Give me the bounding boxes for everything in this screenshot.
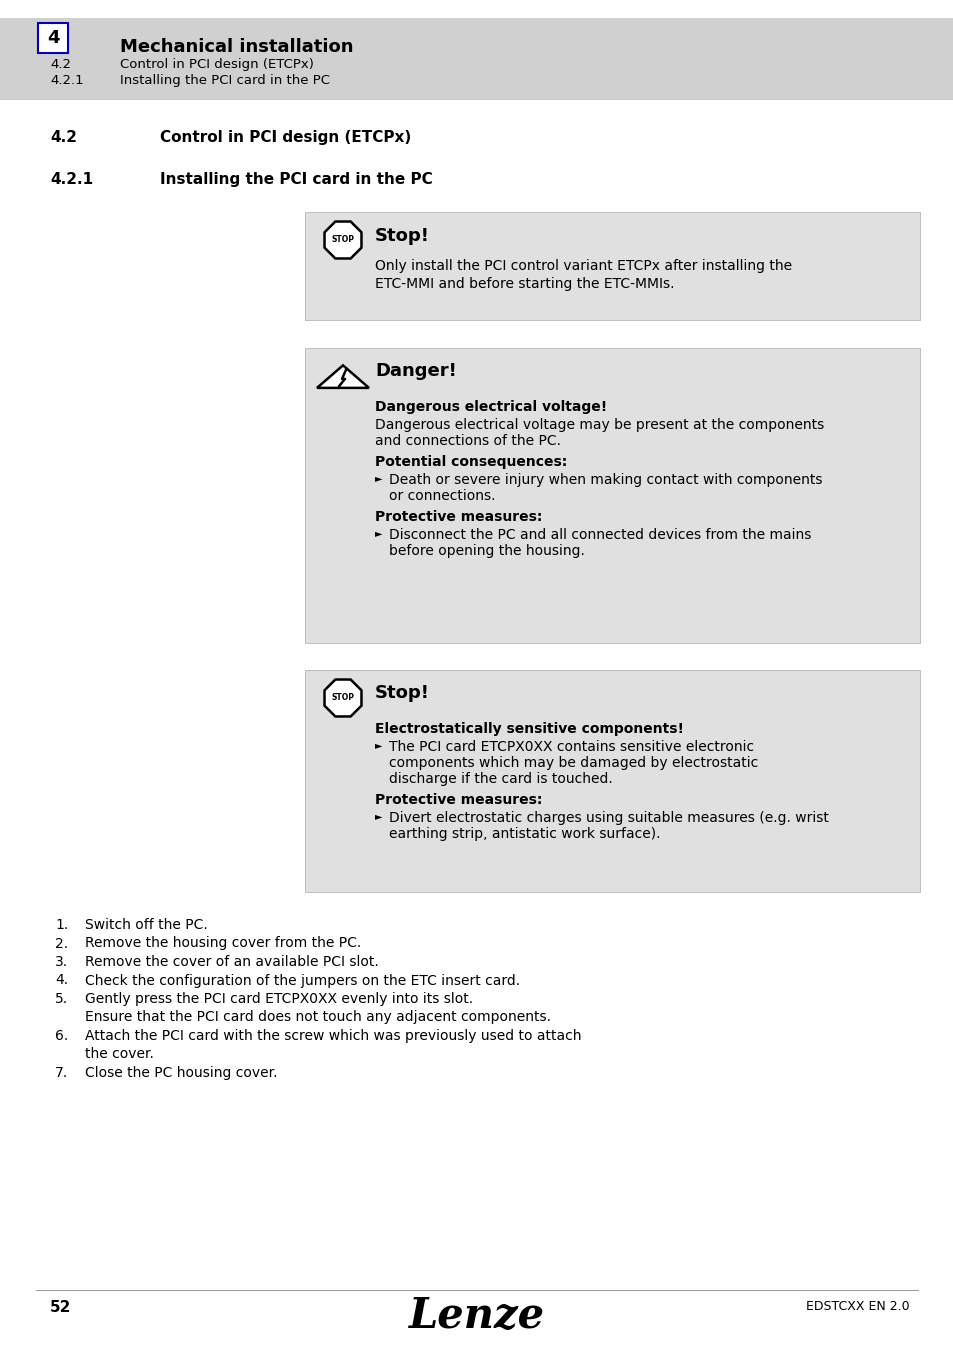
Text: 7.: 7. [55,1066,68,1079]
Text: Remove the housing cover from the PC.: Remove the housing cover from the PC. [85,936,361,951]
Text: ►: ► [375,473,382,484]
Text: 4.: 4. [55,974,68,988]
Text: 1.: 1. [55,917,69,932]
Text: Installing the PCI card in the PC: Installing the PCI card in the PC [160,172,433,186]
Text: Gently press the PCI card ETCPX0XX evenly into its slot.: Gently press the PCI card ETCPX0XX evenl… [85,992,473,1006]
Text: Close the PC housing cover.: Close the PC housing cover. [85,1066,277,1079]
Text: Control in PCI design (ETCPx): Control in PCI design (ETCPx) [120,58,314,72]
Text: 52: 52 [50,1300,71,1315]
Text: Electrostatically sensitive components!: Electrostatically sensitive components! [375,721,683,736]
Text: ►: ► [375,740,382,750]
Text: ►: ► [375,811,382,821]
Text: Death or severe injury when making contact with components: Death or severe injury when making conta… [389,473,821,486]
Text: 4.2.1: 4.2.1 [50,172,93,186]
FancyBboxPatch shape [305,670,919,892]
Text: The PCI card ETCPX0XX contains sensitive electronic: The PCI card ETCPX0XX contains sensitive… [389,740,753,754]
Text: Mechanical installation: Mechanical installation [120,38,354,55]
Text: Protective measures:: Protective measures: [375,793,542,807]
Text: Disconnect the PC and all connected devices from the mains: Disconnect the PC and all connected devi… [389,528,810,542]
Text: Switch off the PC.: Switch off the PC. [85,917,208,932]
Text: 2.: 2. [55,936,68,951]
Text: discharge if the card is touched.: discharge if the card is touched. [389,771,612,786]
Text: Dangerous electrical voltage!: Dangerous electrical voltage! [375,400,607,413]
Text: 3.: 3. [55,955,68,969]
Text: 4: 4 [47,28,59,47]
Text: Divert electrostatic charges using suitable measures (e.g. wrist: Divert electrostatic charges using suita… [389,811,828,825]
Text: 4.2: 4.2 [50,130,77,145]
Text: before opening the housing.: before opening the housing. [389,544,584,558]
Text: Ensure that the PCI card does not touch any adjacent components.: Ensure that the PCI card does not touch … [85,1011,551,1024]
Text: Dangerous electrical voltage may be present at the components: Dangerous electrical voltage may be pres… [375,417,823,432]
Polygon shape [324,680,361,716]
FancyBboxPatch shape [0,18,953,100]
Text: EDSTCXX EN 2.0: EDSTCXX EN 2.0 [805,1300,909,1313]
FancyBboxPatch shape [38,23,68,53]
Text: or connections.: or connections. [389,489,495,503]
Text: Only install the PCI control variant ETCPx after installing the: Only install the PCI control variant ETC… [375,259,791,273]
FancyBboxPatch shape [305,212,919,320]
Text: Protective measures:: Protective measures: [375,509,542,524]
Text: 6.: 6. [55,1029,69,1043]
Text: Check the configuration of the jumpers on the ETC insert card.: Check the configuration of the jumpers o… [85,974,519,988]
Text: 5.: 5. [55,992,68,1006]
Text: ►: ► [375,528,382,538]
FancyBboxPatch shape [305,349,919,643]
Text: Potential consequences:: Potential consequences: [375,455,567,469]
Text: Lenze: Lenze [409,1296,544,1337]
Text: ETC-MMI and before starting the ETC-MMIs.: ETC-MMI and before starting the ETC-MMIs… [375,277,674,290]
Text: components which may be damaged by electrostatic: components which may be damaged by elect… [389,757,758,770]
Text: Stop!: Stop! [375,684,430,703]
Text: Control in PCI design (ETCPx): Control in PCI design (ETCPx) [160,130,411,145]
Text: Danger!: Danger! [375,362,456,380]
Polygon shape [316,365,369,388]
Text: Attach the PCI card with the screw which was previously used to attach: Attach the PCI card with the screw which… [85,1029,581,1043]
Text: Remove the cover of an available PCI slot.: Remove the cover of an available PCI slo… [85,955,378,969]
Text: and connections of the PC.: and connections of the PC. [375,434,560,449]
Text: the cover.: the cover. [85,1047,153,1062]
Text: 4.2: 4.2 [50,58,71,72]
Text: 4.2.1: 4.2.1 [50,74,84,86]
Text: Installing the PCI card in the PC: Installing the PCI card in the PC [120,74,330,86]
Polygon shape [324,222,361,258]
Text: earthing strip, antistatic work surface).: earthing strip, antistatic work surface)… [389,827,659,842]
Text: Stop!: Stop! [375,227,430,245]
Text: STOP: STOP [331,693,355,703]
Text: STOP: STOP [331,235,355,245]
